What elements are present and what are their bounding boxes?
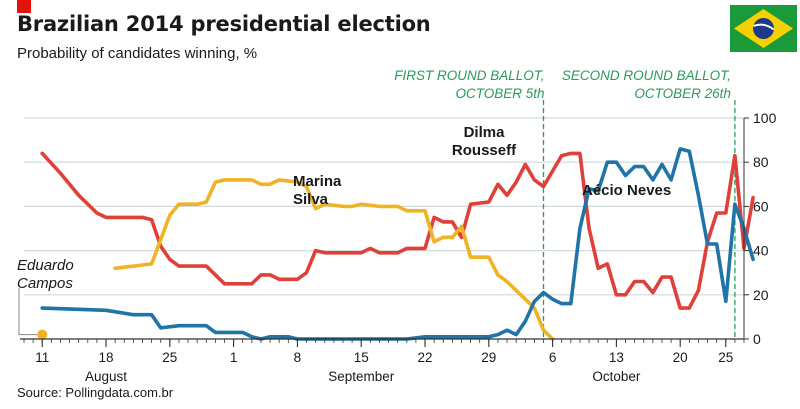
series-line-aecio — [40, 147, 755, 341]
chart-title: Brazilian 2014 presidential election — [17, 12, 431, 36]
x-tick-label-2014-10-13: 13 — [609, 350, 624, 365]
ballot-caption-1-line1: FIRST ROUND BALLOT, — [394, 68, 544, 83]
x-tick-label-2014-08-25: 25 — [162, 350, 177, 365]
series-label-eduardo-2: Campos — [17, 275, 73, 292]
ballot-caption-1-line2: OCTOBER 5th — [455, 86, 544, 101]
eduardo-leader-line — [18, 288, 38, 336]
ballot-caption-2-line2: OCTOBER 26th — [634, 86, 731, 101]
series-label-eduardo-1: Eduardo — [17, 257, 74, 274]
chart-subtitle: Probability of candidates winning, % — [17, 45, 258, 62]
ballot-caption-2-line1: SECOND ROUND BALLOT, — [562, 68, 731, 83]
series-line-marina — [113, 178, 555, 341]
x-tick-label-2014-09-22: 22 — [417, 350, 432, 365]
brazil-flag-icon — [730, 5, 797, 52]
y-tick-label-20: 20 — [753, 287, 769, 303]
y-tick-label-40: 40 — [753, 243, 769, 259]
series-layer — [37, 147, 755, 341]
series-label-dilma-2: Rousseff — [452, 142, 517, 159]
series-line-dilma — [40, 151, 755, 310]
x-tick-label-2014-08-11: 11 — [35, 350, 49, 365]
series-label-aecio-1: Aécio Neves — [582, 182, 671, 199]
x-tick-label-2014-09-01: 1 — [230, 350, 238, 365]
x-tick-label-2014-10-20: 20 — [673, 350, 688, 365]
x-tick-label-2014-10-06: 6 — [549, 350, 557, 365]
y-tick-label-80: 80 — [753, 154, 769, 170]
y-tick-label-60: 60 — [753, 198, 769, 214]
source-note: Source: Pollingdata.com.br — [17, 385, 174, 400]
month-label-september: September — [328, 369, 395, 384]
y-tick-label-0: 0 — [753, 331, 761, 347]
month-label-october: October — [592, 369, 641, 384]
series-label-dilma-1: Dilma — [464, 124, 506, 141]
x-tick-label-2014-09-15: 15 — [354, 350, 369, 365]
x-tick-label-2014-10-25: 25 — [718, 350, 733, 365]
series-label-marina-2: Silva — [293, 191, 329, 208]
series-label-marina-1: Marina — [293, 173, 342, 190]
economist-red-tag — [17, 0, 31, 13]
x-tick-label-2014-08-18: 18 — [99, 350, 114, 365]
y-tick-label-100: 100 — [753, 110, 777, 126]
series-point-eduardo — [37, 329, 48, 340]
x-tick-label-2014-09-29: 29 — [481, 350, 496, 365]
month-label-august: August — [85, 369, 127, 384]
ballot-marker-layer: FIRST ROUND BALLOT, OCTOBER 5th SECOND ROU… — [394, 68, 736, 339]
x-tick-label-2014-09-08: 8 — [294, 350, 302, 365]
